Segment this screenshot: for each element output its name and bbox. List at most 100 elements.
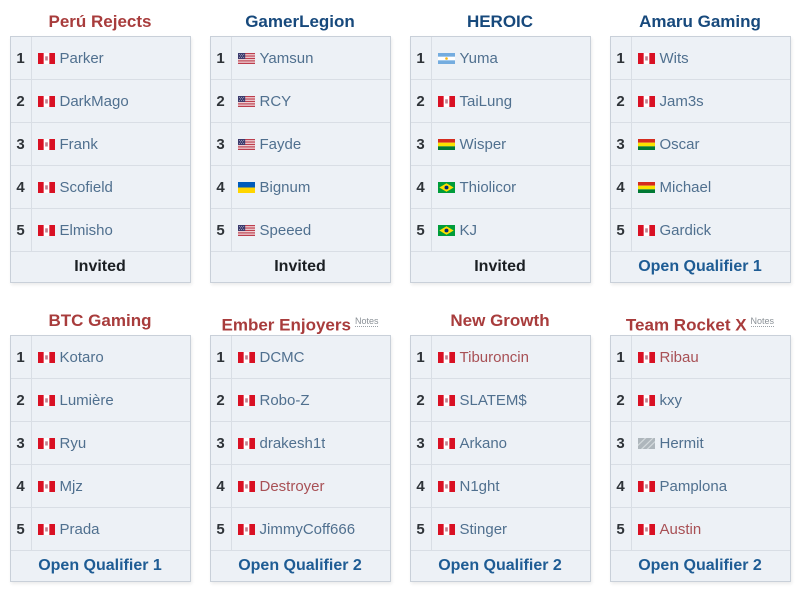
player-row: 2 SLATEM$ <box>410 379 590 422</box>
team-name-link[interactable]: Team Rocket X <box>625 315 747 335</box>
player-name-link[interactable]: Robo-Z <box>259 391 310 409</box>
player-name-link[interactable]: Destroyer <box>259 477 325 495</box>
player-name-link[interactable]: Pamplona <box>659 477 728 495</box>
player-name-link[interactable]: kxy <box>659 391 683 409</box>
player-name-link[interactable]: Oscar <box>659 135 700 153</box>
player-name-link[interactable]: N1ght <box>459 477 500 495</box>
player-name-link[interactable]: KJ <box>459 221 478 239</box>
player-name-link[interactable]: RCY <box>259 92 292 110</box>
player-name-link[interactable]: Jam3s <box>659 92 704 110</box>
player-name-link[interactable]: Elmisho <box>59 221 113 239</box>
flag-peru-icon <box>37 52 55 64</box>
player-name-link[interactable]: Bignum <box>259 178 311 196</box>
player-name-link[interactable]: DCMC <box>259 348 305 366</box>
player-name-link[interactable]: Thiolicor <box>459 178 517 196</box>
player-name-cell: Yuma <box>432 37 498 79</box>
flag-peru-icon <box>237 480 255 492</box>
player-name-link[interactable]: Yuma <box>459 49 498 67</box>
player-name-link[interactable]: Yamsun <box>259 49 314 67</box>
notes-link[interactable]: Notes <box>750 316 775 327</box>
player-name-cell: Elmisho <box>32 209 113 251</box>
player-name-link[interactable]: TaiLung <box>459 92 513 110</box>
player-name-link[interactable]: Wits <box>659 49 689 67</box>
player-name-link[interactable]: Hermit <box>659 434 704 452</box>
player-row: 4 Michael <box>610 166 790 209</box>
player-row: 2 kxy <box>610 379 790 422</box>
player-name-cell: Gardick <box>632 209 712 251</box>
team-name-link[interactable]: HEROIC <box>466 12 534 31</box>
player-row: 3 Fayde <box>210 123 390 166</box>
player-name-link[interactable]: Speeed <box>259 221 312 239</box>
player-name-cell: N1ght <box>432 465 500 507</box>
team-roster-table: 1 Kotaro 2 Lumière 3 Ryu 4 Mjz 5 Prada <box>9 335 191 582</box>
flag-usa-icon <box>237 224 255 236</box>
player-name-link[interactable]: Fayde <box>259 135 302 153</box>
player-row: 2 TaiLung <box>410 80 590 123</box>
team-title: New Growth <box>410 309 591 335</box>
team-name-link[interactable]: New Growth <box>450 311 550 330</box>
team-card: New Growth 1 Tiburoncin 2 SLATEM$ 3 Arka… <box>409 309 591 582</box>
player-row: 5 KJ <box>410 209 590 252</box>
player-name-link[interactable]: SLATEM$ <box>459 391 527 409</box>
player-slot: 1 <box>11 37 32 79</box>
player-name-cell: Kotaro <box>32 336 104 378</box>
qualifier-label[interactable]: Open Qualifier 2 <box>638 557 762 574</box>
team-name-link[interactable]: Amaru Gaming <box>639 12 761 31</box>
player-name-link[interactable]: Arkano <box>459 434 508 452</box>
player-name-link[interactable]: Mjz <box>59 477 83 495</box>
player-name-link[interactable]: Kotaro <box>59 348 104 366</box>
player-name-cell: Wits <box>632 37 689 79</box>
flag-peru-icon <box>637 480 655 492</box>
qualifier-label: Invited <box>474 258 526 275</box>
player-row: 1 Yuma <box>410 37 590 80</box>
team-card: BTC Gaming 1 Kotaro 2 Lumière 3 Ryu 4 Mj… <box>9 309 191 582</box>
team-roster-table: 1 Yamsun 2 RCY 3 Fayde 4 Bignum 5 Speeed <box>209 36 391 283</box>
qualifier-footer: Open Qualifier 1 <box>610 252 790 282</box>
player-row: 3 Hermit <box>610 422 790 465</box>
player-name-cell: Jam3s <box>632 80 704 122</box>
qualifier-label[interactable]: Open Qualifier 1 <box>38 557 162 574</box>
player-name-link[interactable]: Tiburoncin <box>459 348 529 366</box>
player-name-link[interactable]: Ribau <box>659 348 699 366</box>
player-name-link[interactable]: Austin <box>659 520 702 538</box>
player-name-cell: Prada <box>32 508 100 550</box>
flag-peru-icon <box>437 351 455 363</box>
player-name-cell: Robo-Z <box>232 379 310 421</box>
player-name-cell: TaiLung <box>432 80 513 122</box>
player-name-link[interactable]: Michael <box>659 178 712 196</box>
team-name-link[interactable]: Perú Rejects <box>48 12 152 31</box>
team-name-link[interactable]: GamerLegion <box>245 12 355 31</box>
player-slot: 1 <box>11 336 32 378</box>
player-name-cell: DarkMago <box>32 80 129 122</box>
player-row: 5 Prada <box>10 508 190 551</box>
qualifier-label[interactable]: Open Qualifier 2 <box>438 557 562 574</box>
player-name-link[interactable]: Wisper <box>459 135 507 153</box>
player-name-link[interactable]: Lumière <box>59 391 114 409</box>
player-slot: 5 <box>211 209 232 251</box>
player-name-link[interactable]: Prada <box>59 520 100 538</box>
flag-peru-icon <box>37 394 55 406</box>
player-name-link[interactable]: Parker <box>59 49 104 67</box>
player-name-cell: Mjz <box>32 465 83 507</box>
player-name-cell: KJ <box>432 209 478 251</box>
player-name-link[interactable]: Gardick <box>659 221 712 239</box>
player-name-link[interactable]: drakesh1t <box>259 434 326 452</box>
player-row: 2 Jam3s <box>610 80 790 123</box>
player-name-link[interactable]: DarkMago <box>59 92 129 110</box>
team-name-link[interactable]: BTC Gaming <box>48 311 152 330</box>
player-name-link[interactable]: Frank <box>59 135 98 153</box>
qualifier-label[interactable]: Open Qualifier 1 <box>638 258 762 275</box>
player-name-cell: kxy <box>632 379 683 421</box>
qualifier-label[interactable]: Open Qualifier 2 <box>238 557 362 574</box>
player-name-link[interactable]: JimmyCoff666 <box>259 520 356 538</box>
player-name-cell: Speeed <box>232 209 312 251</box>
player-name-link[interactable]: Stinger <box>459 520 508 538</box>
player-slot: 2 <box>211 379 232 421</box>
team-name-link[interactable]: Ember Enjoyers <box>221 315 351 335</box>
player-slot: 5 <box>611 508 632 550</box>
notes-link[interactable]: Notes <box>354 316 379 327</box>
player-name-link[interactable]: Ryu <box>59 434 87 452</box>
player-name-link[interactable]: Scofield <box>59 178 113 196</box>
team-roster-table: 1 Parker 2 DarkMago 3 Frank 4 Scofield 5… <box>9 36 191 283</box>
